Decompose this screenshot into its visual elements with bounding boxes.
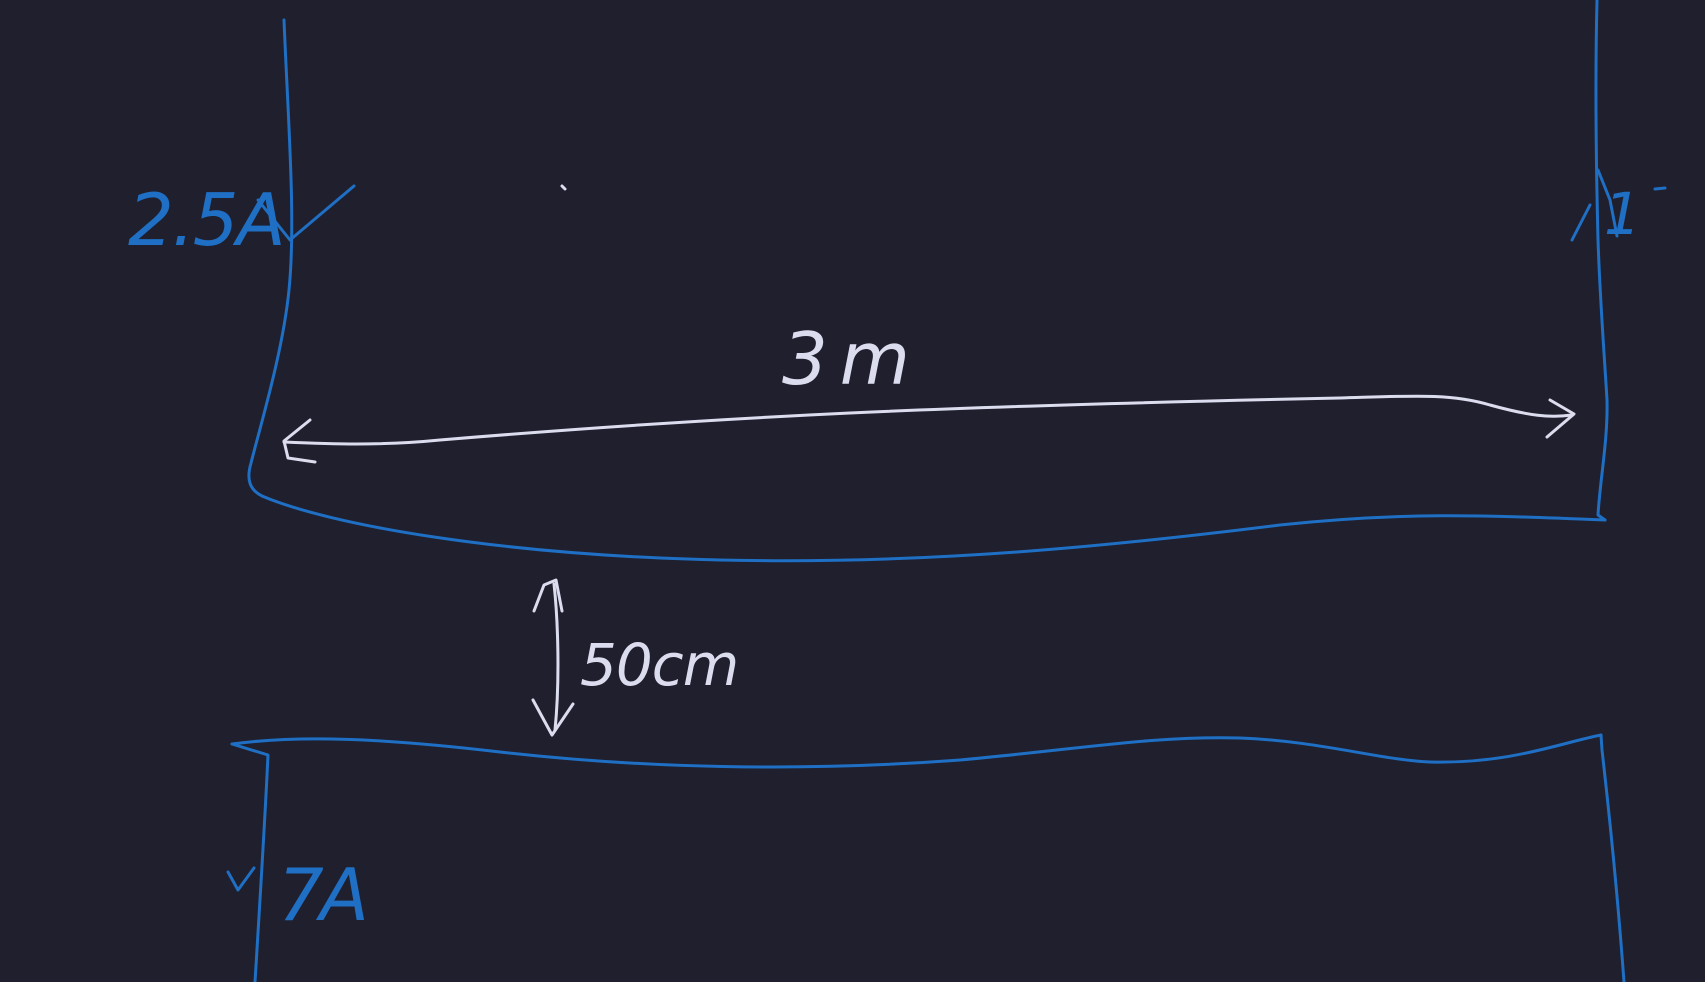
- length-label: 3m: [782, 317, 922, 401]
- separation-label: 50cm: [580, 631, 738, 699]
- upper-current-arrow: [256, 184, 356, 242]
- lower-wire-right-segment: [1599, 733, 1626, 982]
- lower-current-arrow: [226, 866, 256, 892]
- upper-wire-left-segment: [247, 18, 294, 498]
- length-dimension-line: [282, 394, 1574, 446]
- right-current-label: 1: [1604, 180, 1641, 248]
- lower-current-label: 7A: [278, 853, 365, 937]
- upper-wire-bottom-segment: [260, 494, 1607, 563]
- separation-arrowhead-top: [532, 578, 564, 613]
- lower-wire-top-segment: [230, 733, 1603, 769]
- separation-dimension-line: [552, 582, 560, 732]
- upper-current-label: 2.5A: [128, 178, 284, 262]
- right-current-arrow: [1570, 168, 1667, 242]
- lower-wire-left-segment: [230, 742, 270, 982]
- length-arrowhead-right: [1545, 398, 1576, 439]
- stray-dot: [560, 184, 567, 191]
- upper-wire-right-segment: [1594, 0, 1609, 522]
- length-arrowhead-left: [282, 418, 317, 464]
- separation-arrowhead-bottom: [531, 698, 575, 737]
